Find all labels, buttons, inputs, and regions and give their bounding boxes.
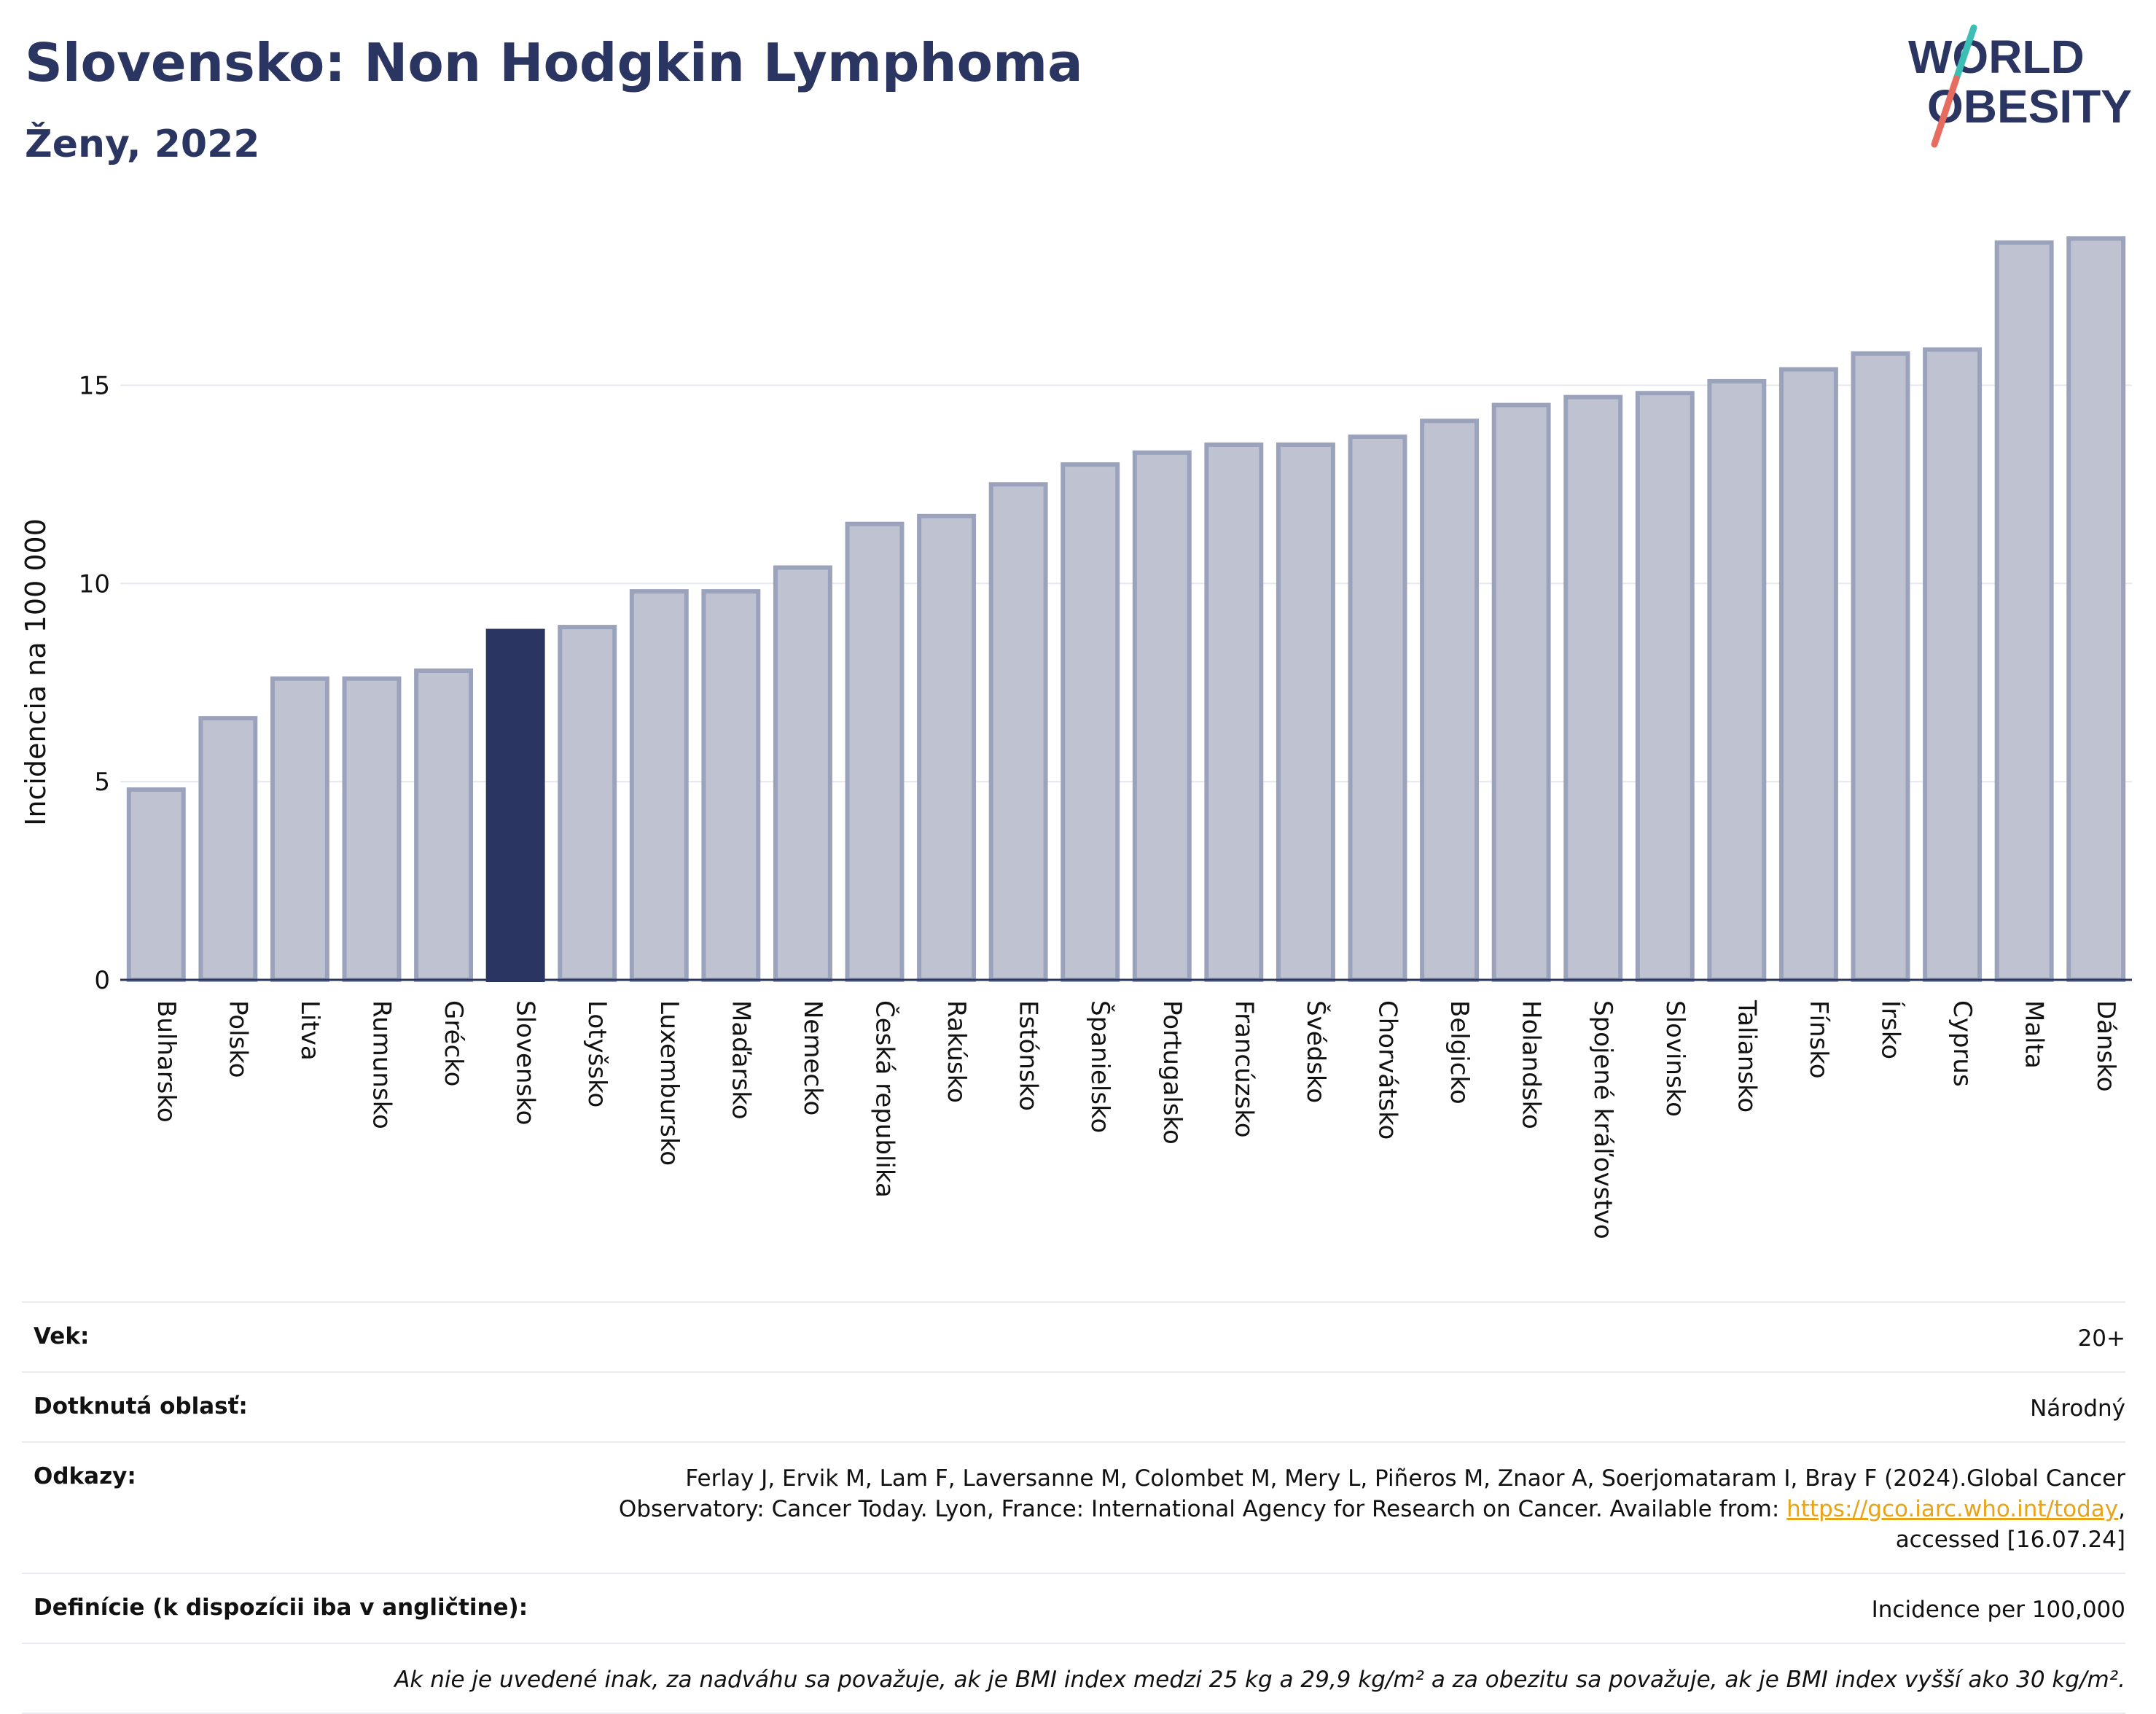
bar-litva[interactable] (270, 676, 329, 982)
x-tick-label: Česká republika (870, 1000, 900, 1198)
x-tick-label: Estónsko (1014, 1000, 1043, 1111)
logo-slash-top (1953, 24, 1977, 82)
bar-cyprus[interactable] (1923, 347, 1983, 982)
x-tick-label: Holandsko (1517, 1000, 1546, 1129)
x-tick-label: Dánsko (2091, 1000, 2120, 1092)
meta-label-references: Odkazy: (34, 1463, 136, 1489)
bar-chorvátsko[interactable] (1348, 435, 1407, 982)
bar-dánsko[interactable] (2066, 236, 2126, 982)
bar-estónsko[interactable] (988, 482, 1048, 982)
bar-bulharsko[interactable] (126, 787, 186, 982)
x-tick-label: Litva (295, 1000, 324, 1061)
meta-value-references: Ferlay J, Ervik M, Lam F, Laversanne M, … (619, 1463, 2125, 1555)
bar-chart: 0 5 10 15 Bulharsko Polsko Litva Rumunsko Gréck… (20, 236, 2132, 1239)
bar-holandsko[interactable] (1491, 402, 1551, 982)
metadata-table: Vek: 20+ Dotknutá oblasť: Národný Odkazy… (22, 1301, 2125, 1714)
meta-label-age: Vek: (34, 1323, 90, 1349)
references-line-1: Ferlay J, Ervik M, Lam F, Laversanne M, … (685, 1465, 2125, 1492)
bar-taliansko[interactable] (1707, 378, 1767, 982)
x-tick-label: Portugalsko (1157, 1000, 1187, 1145)
bar-lotyšsko[interactable] (558, 625, 617, 982)
bars (120, 236, 2132, 982)
x-tick-labels: Bulharsko Polsko Litva Rumunsko Grécko Sloven… (152, 1000, 2120, 1239)
bar-rakúsko[interactable] (917, 513, 977, 982)
bar-grécko[interactable] (414, 668, 474, 982)
bar-polsko[interactable] (198, 716, 258, 982)
bar-česká-republika[interactable] (845, 521, 905, 982)
bar-francúzsko[interactable] (1204, 442, 1264, 982)
bar-maďarsko[interactable] (701, 589, 761, 982)
y-tick-labels: 0 5 10 15 (79, 371, 110, 995)
bar-malta[interactable] (1994, 240, 2054, 982)
bmi-note: Ak nie je uvedené inak, za nadváhu sa po… (394, 1667, 2125, 1693)
bar-španielsko[interactable] (1061, 462, 1120, 982)
x-tick-label: Rakúsko (942, 1000, 971, 1103)
references-link[interactable]: https://gco.iarc.who.int/today (1786, 1496, 2119, 1522)
bar-luxembursko[interactable] (629, 589, 689, 982)
logo-slash-bottom (1931, 75, 1960, 148)
bar-portugalsko[interactable] (1132, 450, 1192, 982)
x-tick-label: Maďarsko (726, 1000, 755, 1120)
x-tick-label: Írsko (1876, 1000, 1906, 1059)
y-tick-label: 10 (79, 569, 110, 599)
meta-value-area: Národný (2030, 1395, 2125, 1422)
bar-fínsko[interactable] (1778, 367, 1838, 982)
bar-švédsko[interactable] (1276, 442, 1335, 982)
y-tick-label: 15 (79, 371, 110, 400)
x-tick-label: Slovensko (511, 1000, 540, 1125)
meta-label-area: Dotknutá oblasť: (34, 1393, 248, 1419)
meta-label-definitions: Definície (k dispozícii iba v angličtine… (34, 1594, 528, 1621)
world-obesity-logo: WORLD OBESITY (1908, 24, 2132, 148)
meta-row-area: Dotknutá oblasť: Národný (22, 1371, 2125, 1441)
x-tick-label: Španielsko (1085, 1000, 1115, 1133)
bar-nemecko[interactable] (773, 565, 832, 982)
references-line-3: accessed [16.07.24] (1895, 1527, 2125, 1553)
x-tick-label: Taliansko (1732, 1000, 1761, 1113)
bar-slovinsko[interactable] (1635, 391, 1695, 982)
x-tick-label: Švédsko (1301, 1000, 1331, 1103)
x-tick-label: Lotyšsko (582, 1000, 612, 1107)
bar-írsko[interactable] (1851, 351, 1910, 982)
x-tick-label: Rumunsko (367, 1000, 397, 1129)
meta-row-definitions: Definície (k dispozícii iba v angličtine… (22, 1573, 2125, 1643)
references-comma: , (2118, 1496, 2125, 1522)
meta-value-definitions: Incidence per 100,000 (1871, 1597, 2125, 1623)
x-tick-label: Grécko (439, 1000, 468, 1086)
meta-row-references: Odkazy: Ferlay J, Ervik M, Lam F, Lavers… (22, 1441, 2125, 1573)
x-tick-label: Bulharsko (152, 1000, 181, 1123)
x-tick-label: Slovinsko (1660, 1000, 1690, 1117)
bar-spojené-kráľovstvo[interactable] (1563, 394, 1623, 982)
y-axis-label: Incidencia na 100 000 (20, 518, 52, 826)
x-tick-label: Spojené kráľovstvo (1588, 1000, 1617, 1239)
page-subtitle: Ženy, 2022 (25, 122, 260, 166)
x-tick-label: Malta (2020, 1000, 2049, 1069)
bar-slovensko[interactable] (485, 628, 545, 982)
x-tick-label: Chorvátsko (1373, 1000, 1402, 1140)
x-tick-label: Nemecko (798, 1000, 827, 1115)
logo-text-obesity: OBESITY (1927, 80, 2132, 133)
bar-rumunsko[interactable] (342, 676, 402, 982)
references-line-2: Observatory: Cancer Today. Lyon, France:… (618, 1496, 1787, 1522)
x-tick-label: Francúzsko (1229, 1000, 1258, 1138)
x-tick-label: Belgicko (1445, 1000, 1474, 1105)
x-tick-label: Polsko (223, 1000, 252, 1078)
x-tick-label: Cyprus (1948, 1000, 1977, 1087)
x-tick-label: Luxembursko (655, 1000, 684, 1166)
meta-value-age: 20+ (2077, 1325, 2125, 1352)
meta-row-age: Vek: 20+ (22, 1301, 2125, 1371)
y-tick-label: 5 (94, 768, 110, 797)
y-tick-label: 0 (94, 966, 110, 995)
page-title: Slovensko: Non Hodgkin Lymphoma (25, 32, 1083, 93)
bar-belgicko[interactable] (1420, 418, 1480, 982)
x-tick-label: Fínsko (1804, 1000, 1833, 1079)
meta-row-note: Ak nie je uvedené inak, za nadváhu sa po… (22, 1643, 2125, 1714)
logo-text-world: WORLD (1908, 31, 2085, 83)
